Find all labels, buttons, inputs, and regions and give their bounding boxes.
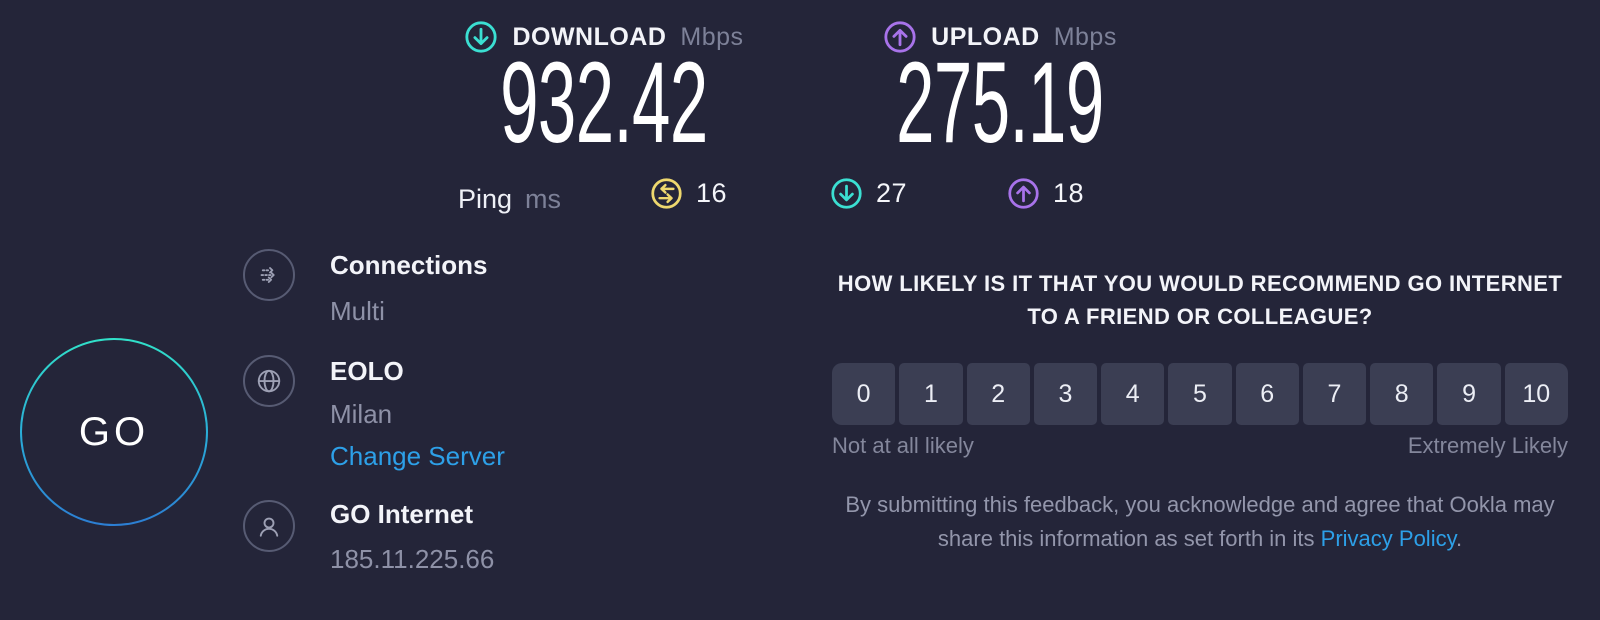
download-arrow-icon: [465, 21, 498, 53]
connections-icon-circle: [243, 249, 295, 301]
server-name: EOLO: [330, 356, 404, 386]
rating-min-label: Not at all likely: [832, 433, 974, 458]
ping-upload-value: 18: [1053, 178, 1085, 208]
go-button-label: GO: [78, 409, 150, 454]
change-server-link[interactable]: Change Server: [330, 441, 505, 471]
download-value: 932.42: [500, 39, 708, 167]
ping-idle-metric: 16: [650, 177, 727, 210]
globe-icon: [257, 369, 281, 393]
ping-unit: ms: [525, 184, 562, 214]
ping-idle-icon: [651, 178, 682, 209]
rating-button-7[interactable]: 7: [1302, 363, 1367, 425]
rating-button-4[interactable]: 4: [1101, 363, 1165, 425]
person-icon: [259, 517, 279, 537]
rating-button-10[interactable]: 10: [1504, 363, 1568, 425]
ping-upload-metric: 18: [1007, 177, 1084, 210]
ping-download-value: 27: [876, 178, 908, 208]
rating-scale: 0 1 2 3 4 5 6 7 8 9 10: [832, 363, 1568, 425]
rating-button-3[interactable]: 3: [1033, 363, 1098, 425]
ping-download-metric: 27: [830, 177, 907, 210]
download-header: DOWNLOAD Mbps: [464, 16, 743, 58]
survey-disclaimer: By submitting this feedback, you acknowl…: [845, 488, 1555, 556]
download-result: DOWNLOAD Mbps 932.42: [394, 16, 814, 161]
upload-arrow-icon: [884, 21, 916, 53]
ping-upload-icon: [1008, 178, 1039, 209]
upload-unit: Mbps: [1053, 22, 1117, 51]
rating-button-9[interactable]: 9: [1437, 363, 1501, 425]
isp-icon-circle: [243, 500, 295, 552]
ping-download-icon: [831, 178, 862, 209]
privacy-policy-link[interactable]: Privacy Policy: [1320, 526, 1456, 552]
rating-scale-labels: Not at all likely Extremely Likely: [832, 433, 1568, 459]
upload-value: 275.19: [896, 39, 1104, 167]
rating-button-0[interactable]: 0: [832, 363, 896, 425]
multi-connections-icon: [260, 267, 275, 283]
upload-result: UPLOAD Mbps 275.19: [790, 16, 1210, 161]
ping-caption: Ping ms: [458, 184, 561, 215]
go-button[interactable]: GO: [20, 338, 208, 526]
disclaimer-text-after: .: [1455, 526, 1463, 552]
isp-ip-address: 185.11.225.66: [330, 544, 495, 574]
rating-button-5[interactable]: 5: [1168, 363, 1232, 425]
download-unit: Mbps: [680, 22, 744, 51]
connections-value: Multi: [330, 296, 385, 326]
rating-button-1[interactable]: 1: [899, 363, 963, 425]
server-icon-circle: [243, 355, 295, 407]
rating-button-6[interactable]: 6: [1235, 363, 1299, 425]
upload-label: UPLOAD: [931, 22, 1040, 51]
connections-title: Connections: [330, 250, 488, 280]
download-label: DOWNLOAD: [512, 22, 667, 51]
disclaimer-text-before: By submitting this feedback, you acknowl…: [845, 492, 1555, 552]
isp-name: GO Internet: [330, 499, 474, 529]
ping-idle-value: 16: [696, 178, 728, 208]
upload-header: UPLOAD Mbps: [883, 16, 1117, 58]
survey-question: HOW LIKELY IS IT THAT YOU WOULD RECOMMEN…: [837, 271, 1563, 329]
rating-max-label: Extremely Likely: [1407, 433, 1568, 458]
rating-button-8[interactable]: 8: [1370, 363, 1434, 425]
rating-button-2[interactable]: 2: [966, 363, 1030, 425]
server-location: Milan: [330, 399, 393, 429]
go-button-inner: GO: [22, 340, 206, 524]
ping-label: Ping: [458, 184, 513, 214]
